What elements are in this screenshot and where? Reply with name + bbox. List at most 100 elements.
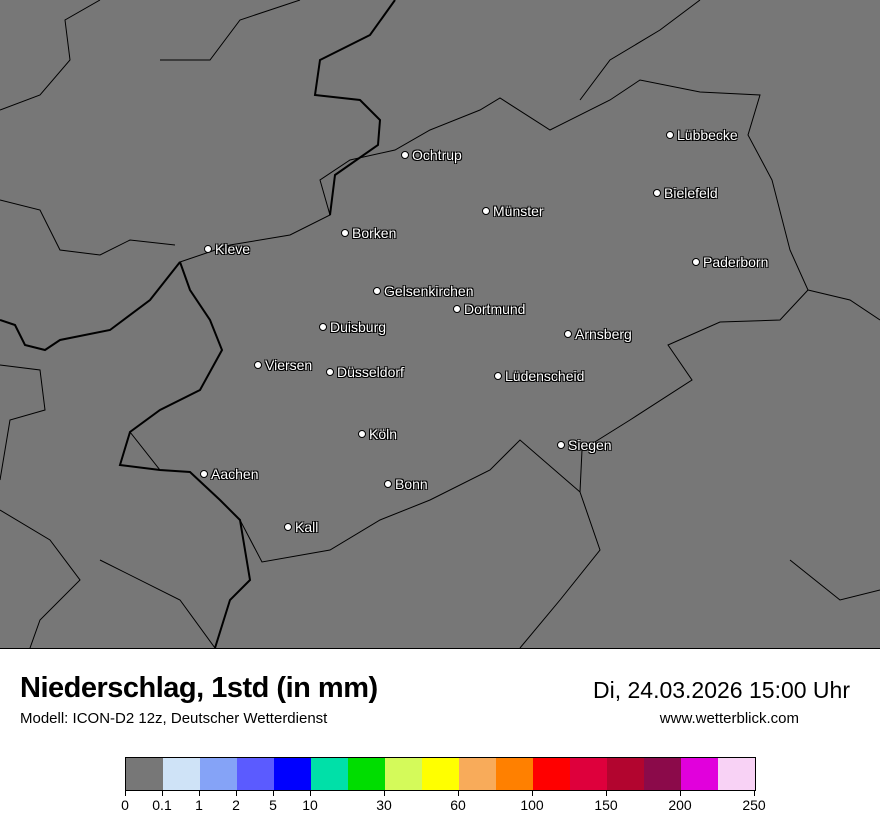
legend-swatch [496, 758, 533, 790]
city-label: Borken [352, 225, 397, 241]
legend-label: 10 [302, 797, 318, 813]
city-dot-icon [494, 372, 502, 380]
legend-swatch [126, 758, 163, 790]
city-marker: Bielefeld [653, 185, 718, 201]
city-dot-icon [319, 323, 327, 331]
city-label: Münster [493, 203, 544, 219]
city-marker: Borken [341, 225, 396, 241]
forecast-datetime: Di, 24.03.2026 15:00 Uhr [592, 677, 850, 703]
city-marker: Ochtrup [401, 147, 462, 163]
city-label: Siegen [568, 437, 612, 453]
city-marker: Paderborn [692, 254, 768, 270]
color-legend [125, 757, 756, 791]
city-marker: Kall [284, 519, 318, 535]
legend-label: 30 [376, 797, 392, 813]
legend-label: 0.1 [152, 797, 172, 813]
city-label: Viersen [265, 357, 313, 373]
border-lines [0, 0, 880, 648]
city-label: Köln [369, 426, 398, 442]
legend-label: 100 [520, 797, 544, 813]
model-info: Modell: ICON-D2 12z, Deutscher Wetterdie… [20, 710, 328, 727]
legend-tick [754, 790, 755, 796]
legend-swatch [274, 758, 311, 790]
legend-swatch [607, 758, 644, 790]
city-label: Kleve [215, 241, 251, 257]
city-marker: Lübbecke [666, 127, 738, 143]
city-marker: Aachen [200, 466, 258, 482]
city-marker: Gelsenkirchen [373, 283, 474, 299]
legend-swatch [681, 758, 718, 790]
city-marker: Arnsberg [564, 326, 632, 342]
city-dot-icon [326, 368, 334, 376]
city-dot-icon [373, 287, 381, 295]
legend-tick [310, 790, 311, 796]
city-label: Bonn [395, 476, 428, 492]
legend-swatch [385, 758, 422, 790]
city-label: Dortmund [464, 301, 526, 317]
city-label: Düsseldorf [337, 364, 404, 380]
city-marker: Lüdenscheid [494, 368, 584, 384]
legend-tick [162, 790, 163, 796]
city-dot-icon [358, 430, 366, 438]
map-title: Niederschlag, 1std (in mm) [20, 672, 378, 704]
legend-tick [125, 790, 126, 796]
legend-label: 0 [121, 797, 129, 813]
city-marker: Kleve [204, 241, 250, 257]
legend-swatch [422, 758, 459, 790]
city-dot-icon [254, 361, 262, 369]
city-label: Ochtrup [412, 147, 462, 163]
legend-swatch [644, 758, 681, 790]
legend-label: 200 [668, 797, 692, 813]
legend-label: 250 [742, 797, 766, 813]
legend-tick [199, 790, 200, 796]
city-dot-icon [204, 245, 212, 253]
legend-swatch [311, 758, 348, 790]
legend-swatch [459, 758, 496, 790]
legend-label: 60 [450, 797, 466, 813]
city-dot-icon [653, 189, 661, 197]
precipitation-map: Ochtrup Lübbecke Bielefeld Münster Borken Kle… [0, 0, 880, 649]
legend-tick [680, 790, 681, 796]
nrw-border [129, 79, 809, 563]
legend-tick [458, 790, 459, 796]
city-dot-icon [453, 305, 461, 313]
city-label: Kall [295, 519, 319, 535]
city-label: Aachen [211, 466, 259, 482]
city-dot-icon [557, 441, 565, 449]
city-marker: Viersen [254, 357, 312, 373]
city-dot-icon [692, 258, 700, 266]
legend-swatch [237, 758, 274, 790]
city-dot-icon [341, 229, 349, 237]
region-borders [0, 0, 880, 648]
website-link[interactable]: www.wetterblick.com [659, 710, 799, 727]
city-marker: Köln [358, 426, 397, 442]
city-marker: Münster [482, 203, 544, 219]
city-dot-icon [564, 330, 572, 338]
city-marker: Düsseldorf [326, 364, 404, 380]
legend-swatch [570, 758, 607, 790]
city-marker: Dortmund [453, 301, 525, 317]
legend-swatch [200, 758, 237, 790]
city-label: Duisburg [330, 319, 387, 335]
city-dot-icon [666, 131, 674, 139]
city-dot-icon [482, 207, 490, 215]
city-label: Gelsenkirchen [384, 283, 474, 299]
city-label: Bielefeld [664, 185, 718, 201]
legend-label: 1 [195, 797, 203, 813]
legend-swatch [348, 758, 385, 790]
city-marker: Bonn [384, 476, 428, 492]
city-label: Arnsberg [575, 326, 632, 342]
legend-swatch [718, 758, 755, 790]
legend-label: 150 [594, 797, 618, 813]
legend-swatch [533, 758, 570, 790]
legend-tick [273, 790, 274, 796]
legend-label: 5 [269, 797, 277, 813]
national-border [0, 0, 396, 648]
city-dot-icon [200, 470, 208, 478]
city-label: Lüdenscheid [505, 368, 585, 384]
city-label: Lübbecke [677, 127, 738, 143]
city-marker: Siegen [557, 437, 612, 453]
legend-tick [236, 790, 237, 796]
legend-tick [384, 790, 385, 796]
city-label: Paderborn [703, 254, 769, 270]
